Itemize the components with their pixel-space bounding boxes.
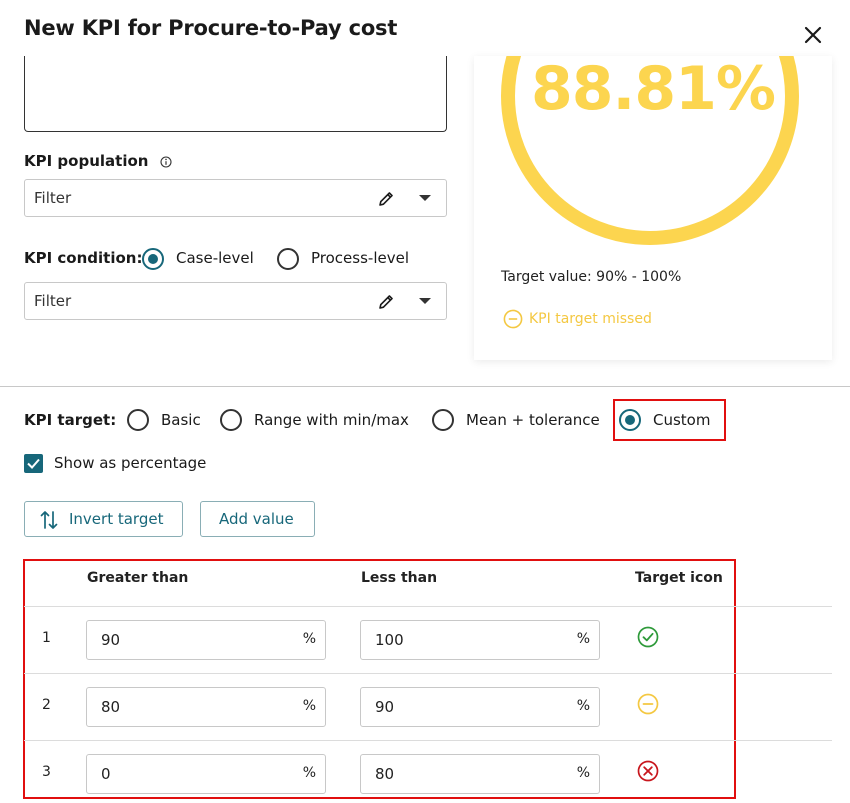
- less-than-value: 100: [375, 631, 404, 649]
- radio-case-level-label: Case-level: [176, 249, 254, 267]
- row-index: 3: [42, 764, 51, 780]
- kpi-gauge: [501, 56, 799, 245]
- radio-process-level-label: Process-level: [311, 249, 409, 267]
- radio-basic-label: Basic: [161, 411, 201, 429]
- show-percentage-checkbox[interactable]: [24, 454, 43, 473]
- invert-target-label: Invert target: [69, 510, 164, 528]
- radio-basic[interactable]: [127, 409, 149, 431]
- radio-mean-tolerance-label: Mean + tolerance: [466, 411, 600, 429]
- info-icon[interactable]: [160, 155, 172, 168]
- header-target-icon: Target icon: [635, 570, 723, 586]
- unit-label: %: [302, 631, 316, 647]
- row-index: 1: [42, 630, 51, 646]
- pencil-icon[interactable]: [377, 190, 395, 208]
- minus-circle-icon[interactable]: [637, 693, 659, 715]
- section-divider: [0, 386, 850, 387]
- add-value-button[interactable]: Add value: [200, 501, 315, 537]
- header-greater-than: Greater than: [87, 570, 189, 586]
- unit-label: %: [576, 698, 590, 714]
- row-divider: [24, 673, 832, 674]
- greater-than-value: 80: [101, 698, 121, 716]
- less-than-input[interactable]: 90 %: [360, 687, 600, 727]
- radio-mean-tolerance[interactable]: [432, 409, 454, 431]
- minus-circle-icon: [503, 309, 523, 329]
- population-label: KPI population: [24, 152, 149, 170]
- condition-filter[interactable]: Filter: [24, 282, 447, 320]
- population-filter-value: Filter: [34, 189, 72, 207]
- greater-than-value: 90: [101, 631, 121, 649]
- invert-target-button[interactable]: Invert target: [24, 501, 183, 537]
- condition-filter-value: Filter: [34, 292, 72, 310]
- radio-case-level[interactable]: [142, 248, 164, 270]
- less-than-value: 90: [375, 698, 395, 716]
- population-label-row: KPI population: [24, 152, 172, 170]
- greater-than-input[interactable]: 0 %: [86, 754, 326, 794]
- greater-than-input[interactable]: 90 %: [86, 620, 326, 660]
- kpi-status: KPI target missed: [503, 309, 652, 329]
- radio-custom[interactable]: [619, 409, 641, 431]
- row-divider: [24, 606, 832, 607]
- add-value-label: Add value: [219, 510, 294, 528]
- unit-label: %: [302, 698, 316, 714]
- row-index: 2: [42, 697, 51, 713]
- radio-range-label: Range with min/max: [254, 411, 409, 429]
- target-value-text: Target value: 90% - 100%: [501, 269, 682, 285]
- radio-range[interactable]: [220, 409, 242, 431]
- chevron-down-icon[interactable]: [419, 298, 431, 304]
- greater-than-value: 0: [101, 765, 111, 783]
- custom-table-highlight: [23, 559, 736, 799]
- kpi-value: 88.81%: [531, 56, 776, 124]
- unit-label: %: [576, 765, 590, 781]
- less-than-value: 80: [375, 765, 395, 783]
- radio-process-level[interactable]: [277, 248, 299, 270]
- dialog-title: New KPI for Procure-to-Pay cost: [24, 16, 398, 40]
- unit-label: %: [576, 631, 590, 647]
- less-than-input[interactable]: 80 %: [360, 754, 600, 794]
- kpi-preview-card: 88.81% Target value: 90% - 100% KPI targ…: [474, 56, 832, 360]
- swap-vertical-icon: [40, 511, 58, 529]
- condition-label: KPI condition:: [24, 249, 143, 267]
- row-divider: [24, 740, 832, 741]
- description-textarea[interactable]: [24, 56, 447, 132]
- custom-option-highlight: [613, 399, 726, 441]
- pencil-icon[interactable]: [377, 293, 395, 311]
- kpi-status-text: KPI target missed: [529, 311, 652, 327]
- target-label: KPI target:: [24, 411, 117, 429]
- close-icon[interactable]: [802, 24, 824, 46]
- check-icon: [27, 458, 40, 469]
- show-percentage-label: Show as percentage: [54, 454, 207, 472]
- x-circle-icon[interactable]: [637, 760, 659, 782]
- population-filter[interactable]: Filter: [24, 179, 447, 217]
- less-than-input[interactable]: 100 %: [360, 620, 600, 660]
- unit-label: %: [302, 765, 316, 781]
- gauge-clip: 88.81%: [474, 56, 832, 256]
- radio-custom-label: Custom: [653, 411, 711, 429]
- greater-than-input[interactable]: 80 %: [86, 687, 326, 727]
- chevron-down-icon[interactable]: [419, 195, 431, 201]
- header-less-than: Less than: [361, 570, 438, 586]
- check-circle-icon[interactable]: [637, 626, 659, 648]
